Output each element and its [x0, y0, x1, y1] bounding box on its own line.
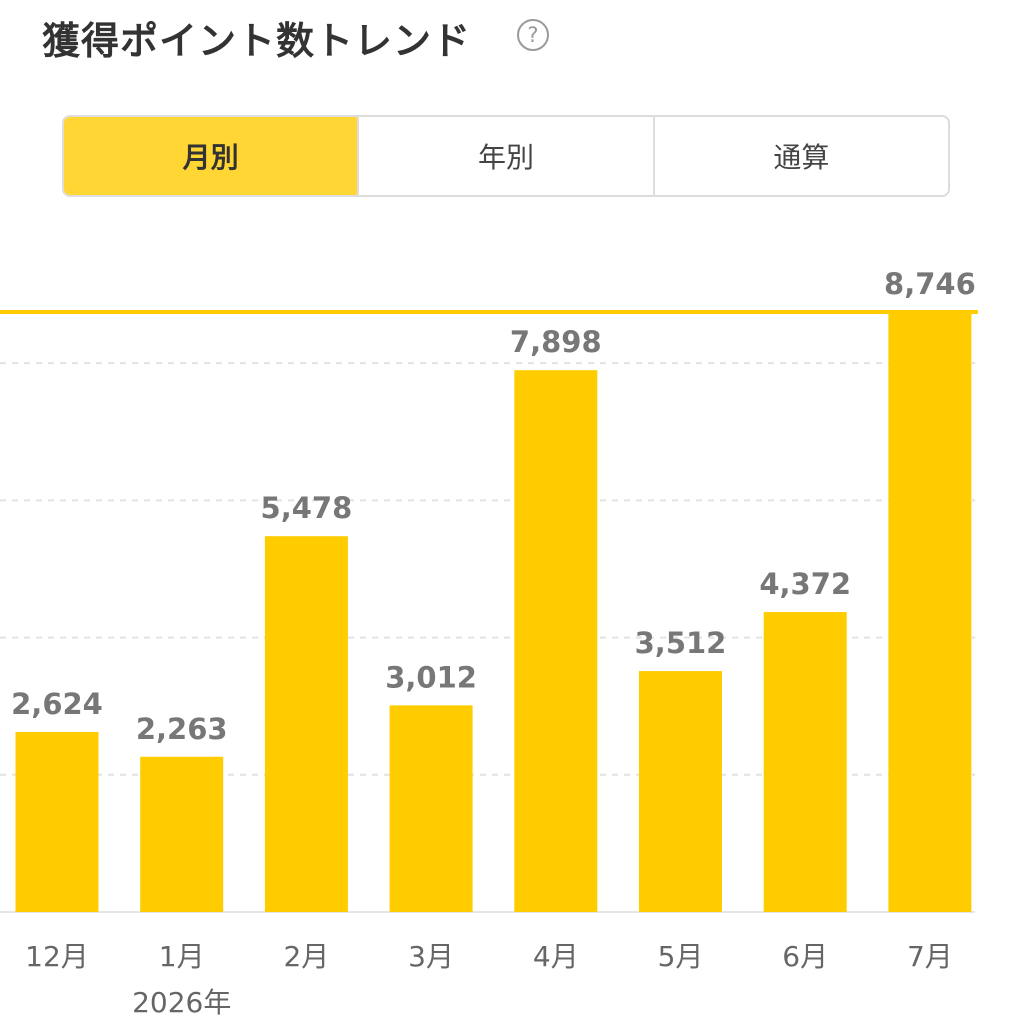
x-tick-label: 2月 — [283, 940, 329, 973]
tab-total[interactable]: 通算 — [773, 141, 830, 174]
value-label: 2,624 — [11, 687, 103, 721]
question-circle-icon[interactable]: ? — [517, 19, 549, 51]
tab-monthly[interactable]: 月別 — [64, 117, 360, 195]
value-label: 5,478 — [261, 491, 353, 525]
value-label: 3,512 — [635, 626, 727, 660]
chart-title: 獲得ポイント数トレンド — [42, 19, 472, 63]
bar — [264, 536, 348, 912]
tab-yearly[interactable]: 年別 — [359, 117, 655, 195]
bar — [888, 312, 972, 912]
x-tick-label: 1月 — [159, 940, 205, 973]
x-tick-label: 5月 — [658, 940, 704, 973]
bar — [140, 756, 224, 912]
x-tick-label: 4月 — [533, 940, 579, 973]
period-tabs: 月別 年別 通算 — [62, 115, 950, 197]
year-label: 2026年 — [132, 986, 231, 1019]
value-label: 4,372 — [759, 567, 851, 601]
bar — [763, 612, 847, 912]
bar — [15, 731, 99, 912]
x-tick-label: 3月 — [408, 940, 454, 973]
x-tick-label: 6月 — [782, 940, 828, 973]
value-label: 8,746 — [884, 267, 976, 301]
x-tick-label: 7月 — [907, 940, 953, 973]
value-label: 7,898 — [510, 325, 602, 359]
x-tick-label: 12月 — [25, 940, 89, 973]
value-label: 3,012 — [385, 660, 477, 694]
value-label: 2,263 — [136, 712, 228, 746]
bar — [514, 370, 598, 912]
bar — [639, 671, 722, 912]
bar — [389, 705, 473, 912]
